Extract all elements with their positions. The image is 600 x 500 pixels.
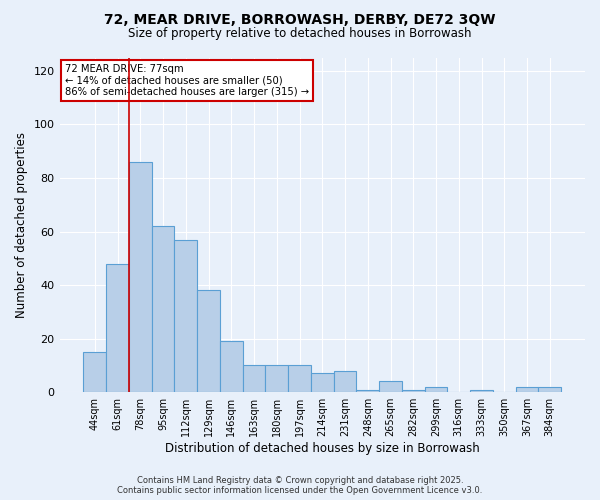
Bar xyxy=(334,371,356,392)
Bar xyxy=(265,366,288,392)
Bar xyxy=(242,366,265,392)
Bar xyxy=(425,387,448,392)
X-axis label: Distribution of detached houses by size in Borrowash: Distribution of detached houses by size … xyxy=(165,442,479,455)
Bar xyxy=(152,226,175,392)
Text: 72 MEAR DRIVE: 77sqm
← 14% of detached houses are smaller (50)
86% of semi-detac: 72 MEAR DRIVE: 77sqm ← 14% of detached h… xyxy=(65,64,309,98)
Bar xyxy=(379,382,402,392)
Bar xyxy=(356,390,379,392)
Bar xyxy=(515,387,538,392)
Bar xyxy=(83,352,106,392)
Bar xyxy=(197,290,220,392)
Bar xyxy=(538,387,561,392)
Bar xyxy=(311,374,334,392)
Bar xyxy=(470,390,493,392)
Bar xyxy=(106,264,129,392)
Bar xyxy=(129,162,152,392)
Text: Size of property relative to detached houses in Borrowash: Size of property relative to detached ho… xyxy=(128,28,472,40)
Bar xyxy=(175,240,197,392)
Bar xyxy=(402,390,425,392)
Bar xyxy=(288,366,311,392)
Bar xyxy=(220,342,242,392)
Text: Contains HM Land Registry data © Crown copyright and database right 2025.
Contai: Contains HM Land Registry data © Crown c… xyxy=(118,476,482,495)
Text: 72, MEAR DRIVE, BORROWASH, DERBY, DE72 3QW: 72, MEAR DRIVE, BORROWASH, DERBY, DE72 3… xyxy=(104,12,496,26)
Y-axis label: Number of detached properties: Number of detached properties xyxy=(15,132,28,318)
